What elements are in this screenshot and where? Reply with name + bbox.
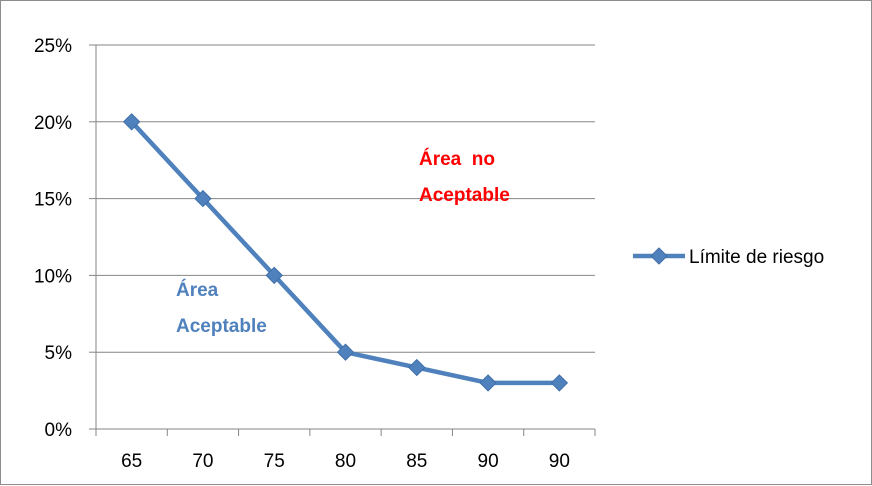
x-tick-label: 80 xyxy=(335,451,356,472)
y-tick-label: 25% xyxy=(34,36,72,57)
axes xyxy=(89,44,596,436)
x-tick-labels: 65 70 75 80 85 90 90 xyxy=(121,451,570,472)
annotation-text: Área xyxy=(176,279,219,301)
data-point-marker xyxy=(122,113,141,131)
y-tick-labels: 0% 5% 10% 15% 20% 25% xyxy=(34,36,72,441)
y-tick-label: 20% xyxy=(34,113,72,134)
data-point-marker xyxy=(336,343,355,361)
annotations: Área no Aceptable Área Aceptable xyxy=(176,148,510,337)
annotation-text: Aceptable xyxy=(419,185,510,206)
legend-marker xyxy=(650,247,668,265)
x-tick-label: 90 xyxy=(478,451,499,472)
legend-label: Límite de riesgo xyxy=(689,247,824,268)
x-tick-label: 70 xyxy=(192,451,213,472)
series-group xyxy=(122,113,569,392)
y-tick-label: 15% xyxy=(34,190,72,211)
legend: Límite de riesgo xyxy=(633,247,824,268)
x-tick-label: 90 xyxy=(549,451,570,472)
y-tick-label: 5% xyxy=(45,343,73,364)
x-tick-label: 85 xyxy=(406,451,427,472)
y-tick-label: 10% xyxy=(34,266,72,287)
data-point-marker xyxy=(550,374,569,392)
data-point-marker xyxy=(408,358,426,377)
data-point-marker xyxy=(265,266,283,285)
x-tick-label: 75 xyxy=(264,451,285,472)
gridlines xyxy=(96,44,595,353)
data-point-marker xyxy=(194,189,212,208)
x-tick-label: 65 xyxy=(121,451,142,472)
annotation-text: Aceptable xyxy=(176,316,267,337)
y-tick-label: 0% xyxy=(45,420,73,441)
annotation-text: Área no xyxy=(419,148,495,170)
data-point-marker xyxy=(479,374,497,392)
